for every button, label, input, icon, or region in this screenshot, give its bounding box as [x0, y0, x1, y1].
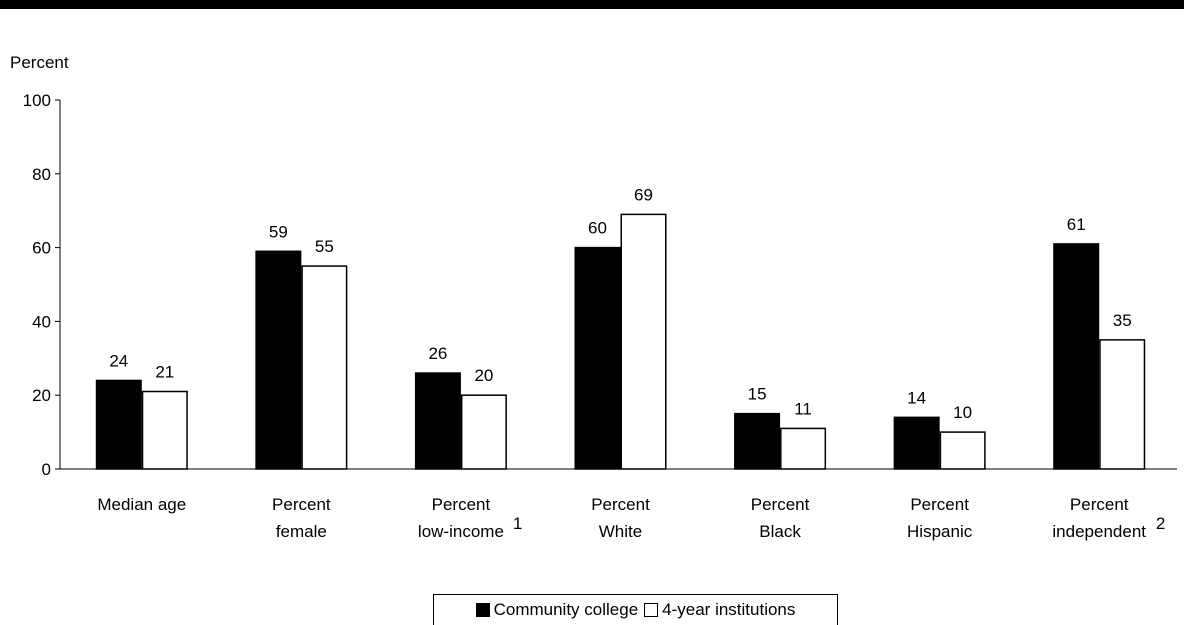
bar-4-year-institutions [1099, 339, 1146, 470]
footnote-marker: 1 [513, 514, 522, 533]
bar-community-college [574, 246, 621, 470]
data-label: 14 [907, 388, 926, 407]
data-label: 20 [474, 366, 493, 385]
bar-4-year-institutions [780, 427, 827, 470]
data-label: 59 [269, 222, 288, 241]
x-tick-label: Percent White [591, 495, 650, 541]
legend-label: 4-year institutions [662, 600, 796, 619]
data-label: 11 [794, 399, 812, 418]
data-label: 15 [748, 385, 767, 404]
y-tick-label: 80 [32, 165, 51, 184]
bars: 24 21 59 55 26 20 60 69 15 11 14 10 61 35 [95, 185, 1146, 470]
y-ticks: 0 20 40 60 80 100 [23, 91, 60, 479]
bar-community-college [1053, 243, 1100, 470]
legend-swatch-white [644, 603, 659, 617]
x-tick-label: Median age [97, 495, 186, 514]
data-label: 10 [953, 403, 972, 422]
x-tick-labels: Median age Percent female Percent low-income… [97, 495, 1165, 541]
legend-item-community-college: Community college [475, 600, 639, 620]
data-label: 21 [155, 363, 174, 382]
x-tick-label: Percent Hispanic [907, 495, 973, 541]
y-tick-label: 20 [32, 386, 51, 405]
data-label: 60 [588, 219, 607, 238]
legend: Community college 4-year institutions [433, 594, 838, 625]
bar-4-year-institutions [141, 390, 188, 470]
bar-4-year-institutions [301, 265, 348, 470]
y-tick-label: 0 [42, 460, 51, 479]
y-tick-label: 60 [32, 239, 51, 258]
bar-community-college [255, 250, 302, 470]
bar-community-college [95, 379, 142, 470]
bar-community-college [734, 412, 781, 470]
bar-4-year-institutions [460, 394, 507, 470]
data-label: 26 [428, 344, 447, 363]
data-label: 55 [315, 237, 334, 256]
data-label: 24 [109, 351, 128, 370]
data-label: 35 [1113, 311, 1132, 330]
x-tick-label: Percent Black [751, 495, 810, 541]
bar-community-college [414, 372, 461, 470]
legend-label: Community college [493, 600, 639, 619]
bar-4-year-institutions [620, 213, 667, 470]
bar-community-college [893, 416, 940, 470]
x-tick-label: Percent female [272, 495, 331, 541]
y-tick-label: 100 [23, 91, 51, 110]
footnote-marker: 2 [1156, 514, 1165, 533]
data-label: 61 [1067, 215, 1086, 234]
data-label: 69 [634, 185, 653, 204]
x-tick-label: Percent low-income [418, 495, 504, 541]
x-tick-label: Percent independent [1052, 495, 1146, 541]
y-tick-label: 40 [32, 312, 51, 331]
bar-4-year-institutions [939, 431, 986, 470]
top-rule [0, 0, 1184, 9]
y-axis-label: Percent [10, 53, 69, 72]
legend-item-4-year-institutions: 4-year institutions [644, 600, 795, 620]
legend-swatch-black [475, 603, 490, 617]
